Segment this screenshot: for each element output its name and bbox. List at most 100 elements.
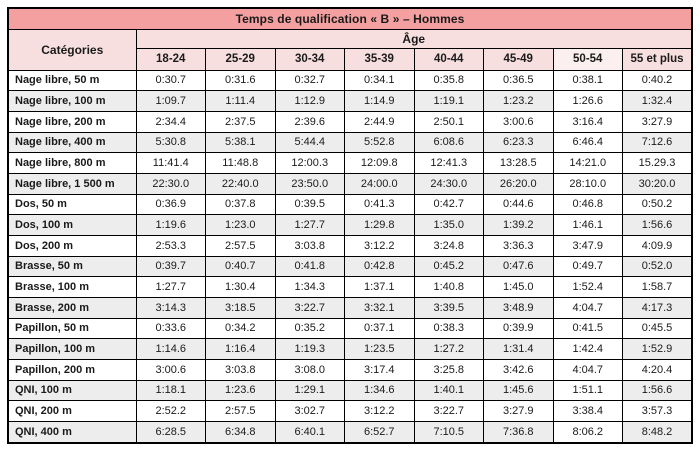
- categories-header: Catégories: [7, 28, 137, 71]
- time-cell: 1:23.5: [344, 338, 415, 360]
- time-cell: 6:08.6: [413, 131, 484, 154]
- time-cell: 3:32.1: [344, 296, 415, 319]
- table-body: Nage libre, 50 m 0:30.7 0:31.6 0:32.7 0:…: [7, 69, 693, 444]
- time-cell: 1:29.8: [344, 214, 415, 236]
- table-row: QNI, 100 m 1:18.1 1:23.6 1:29.1 1:34.6 1…: [7, 379, 693, 402]
- time-cell: 3:39.5: [413, 296, 484, 319]
- time-cell: 1:52.4: [552, 276, 623, 298]
- time-cell: 1:32.4: [622, 90, 693, 112]
- table-row: Dos, 50 m 0:36.9 0:37.8 0:39.5 0:41.3 0:…: [7, 193, 693, 216]
- time-cell: 24:00.0: [344, 172, 415, 195]
- time-cell: 6:23.3: [483, 131, 554, 154]
- time-cell: 7:10.5: [413, 420, 484, 444]
- age-group-header-35-39: 35-39: [344, 47, 415, 71]
- time-cell: 6:52.7: [344, 420, 415, 444]
- time-cell: 0:39.9: [483, 317, 554, 340]
- time-cell: 5:44.4: [274, 131, 345, 154]
- time-cell: 5:52.8: [344, 131, 415, 154]
- time-cell: 0:36.9: [135, 193, 206, 216]
- time-cell: 0:49.7: [552, 255, 623, 278]
- table-row: Papillon, 50 m 0:33.6 0:34.2 0:35.2 0:37…: [7, 317, 693, 340]
- table-row: Nage libre, 800 m 11:41.4 11:48.8 12:00.…: [7, 152, 693, 174]
- time-cell: 0:31.6: [205, 69, 276, 92]
- time-cell: 0:45.5: [622, 317, 693, 340]
- time-cell: 3:24.8: [413, 234, 484, 257]
- time-cell: 2:50.1: [413, 110, 484, 133]
- time-cell: 1:34.3: [274, 276, 345, 298]
- table-row: Dos, 200 m 2:53.3 2:57.5 3:03.8 3:12.2 3…: [7, 234, 693, 257]
- time-cell: 2:57.5: [205, 400, 276, 422]
- time-cell: 1:39.2: [483, 214, 554, 236]
- table-row: Nage libre, 100 m 1:09.7 1:11.4 1:12.9 1…: [7, 90, 693, 112]
- row-label: QNI, 200 m: [7, 400, 137, 422]
- time-cell: 1:51.1: [552, 379, 623, 402]
- table-row: Brasse, 50 m 0:39.7 0:40.7 0:41.8 0:42.8…: [7, 255, 693, 278]
- time-cell: 0:41.5: [552, 317, 623, 340]
- time-cell: 3:03.8: [205, 358, 276, 381]
- time-cell: 4:09.9: [622, 234, 693, 257]
- time-cell: 1:30.4: [205, 276, 276, 298]
- time-cell: 1:40.1: [413, 379, 484, 402]
- time-cell: 3:22.7: [274, 296, 345, 319]
- time-cell: 1:40.8: [413, 276, 484, 298]
- row-label: Papillon, 100 m: [7, 338, 137, 360]
- table-row: Papillon, 200 m 3:00.6 3:03.8 3:08.0 3:1…: [7, 358, 693, 381]
- time-cell: 1:09.7: [135, 90, 206, 112]
- table-row: Papillon, 100 m 1:14.6 1:16.4 1:19.3 1:2…: [7, 338, 693, 360]
- time-cell: 0:41.8: [274, 255, 345, 278]
- age-group-header-25-29: 25-29: [205, 47, 276, 71]
- time-cell: 3:47.9: [552, 234, 623, 257]
- time-cell: 0:40.7: [205, 255, 276, 278]
- time-cell: 24:30.0: [413, 172, 484, 195]
- time-cell: 1:29.1: [274, 379, 345, 402]
- time-cell: 1:14.9: [344, 90, 415, 112]
- time-cell: 0:40.2: [622, 69, 693, 92]
- row-label: Dos, 200 m: [7, 234, 137, 257]
- time-cell: 1:12.9: [274, 90, 345, 112]
- time-cell: 12:09.8: [344, 152, 415, 174]
- time-cell: 1:45.0: [483, 276, 554, 298]
- row-label: Nage libre, 50 m: [7, 69, 137, 92]
- time-cell: 28:10.0: [552, 172, 623, 195]
- time-cell: 2:39.6: [274, 110, 345, 133]
- time-cell: 12:00.3: [274, 152, 345, 174]
- table-row: Brasse, 100 m 1:27.7 1:30.4 1:34.3 1:37.…: [7, 276, 693, 298]
- time-cell: 1:18.1: [135, 379, 206, 402]
- time-cell: 6:40.1: [274, 420, 345, 444]
- time-cell: 1:45.6: [483, 379, 554, 402]
- time-cell: 6:34.8: [205, 420, 276, 444]
- time-cell: 1:35.0: [413, 214, 484, 236]
- time-cell: 1:23.0: [205, 214, 276, 236]
- time-cell: 5:30.8: [135, 131, 206, 154]
- row-label: Papillon, 50 m: [7, 317, 137, 340]
- time-cell: 1:19.3: [274, 338, 345, 360]
- time-cell: 11:48.8: [205, 152, 276, 174]
- time-cell: 3:38.4: [552, 400, 623, 422]
- time-cell: 0:33.6: [135, 317, 206, 340]
- row-label: Nage libre, 100 m: [7, 90, 137, 112]
- row-label: QNI, 100 m: [7, 379, 137, 402]
- time-cell: 26:20.0: [483, 172, 554, 195]
- time-cell: 1:56.6: [622, 379, 693, 402]
- time-cell: 1:19.6: [135, 214, 206, 236]
- time-cell: 0:37.8: [205, 193, 276, 216]
- time-cell: 2:52.2: [135, 400, 206, 422]
- time-cell: 0:39.5: [274, 193, 345, 216]
- time-cell: 3:08.0: [274, 358, 345, 381]
- row-label: Nage libre, 400 m: [7, 131, 137, 154]
- time-cell: 13:28.5: [483, 152, 554, 174]
- time-cell: 0:34.1: [344, 69, 415, 92]
- time-cell: 1:27.2: [413, 338, 484, 360]
- time-cell: 4:20.4: [622, 358, 693, 381]
- row-label: Brasse, 100 m: [7, 276, 137, 298]
- time-cell: 4:04.7: [552, 358, 623, 381]
- time-cell: 1:34.6: [344, 379, 415, 402]
- time-cell: 3:25.8: [413, 358, 484, 381]
- time-cell: 1:27.7: [274, 214, 345, 236]
- time-cell: 0:45.2: [413, 255, 484, 278]
- time-cell: 0:42.8: [344, 255, 415, 278]
- age-header: Âge: [135, 28, 693, 49]
- table-row: Dos, 100 m 1:19.6 1:23.0 1:27.7 1:29.8 1…: [7, 214, 693, 236]
- time-cell: 0:47.6: [483, 255, 554, 278]
- time-cell: 3:27.9: [483, 400, 554, 422]
